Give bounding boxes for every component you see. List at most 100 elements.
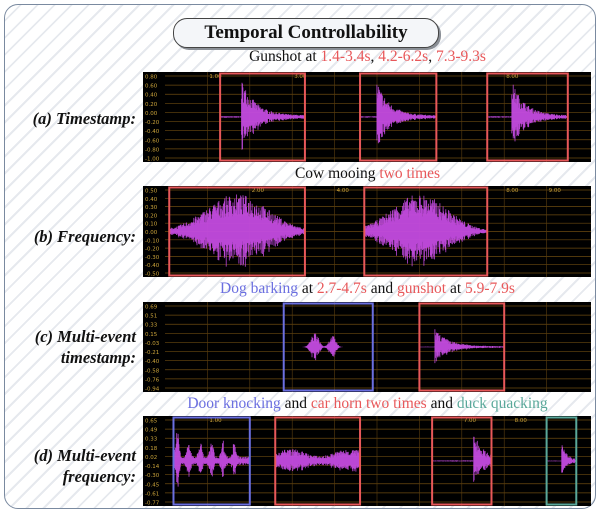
waveform-trace <box>363 195 488 267</box>
event-box <box>282 302 374 392</box>
y-tick-label: 0.50 <box>145 189 158 195</box>
caption-segment: , <box>370 48 379 65</box>
caption-segment: Cow mooing <box>294 165 380 182</box>
waveform-trace <box>359 84 437 144</box>
y-tick-label: -0.60 <box>145 138 160 144</box>
y-tick-label: -0.76 <box>145 377 160 383</box>
waveform-trace <box>302 333 343 361</box>
y-tick-label: 0.60 <box>145 84 158 90</box>
caption-segment: duck quacking <box>456 395 548 412</box>
waveform-trace <box>486 84 568 142</box>
caption-segment: two times <box>379 165 441 182</box>
y-tick-label: 0.51 <box>145 314 157 320</box>
x-tick-label: 2.00 <box>252 188 265 194</box>
event-box <box>418 302 506 392</box>
y-tick-label: 0.40 <box>145 197 158 203</box>
caption-segment: and <box>280 395 311 412</box>
caption-segment: and <box>426 395 457 412</box>
event-box <box>219 72 306 162</box>
row-b-label: (b) Frequency: <box>33 227 136 246</box>
y-tick-label: -0.50 <box>145 272 160 278</box>
y-tick-label: 0.18 <box>145 446 158 452</box>
waveform-trace <box>173 433 250 487</box>
waveform-panel-b: 0.50 0.40 0.30 0.20 0.10 0.00 -0.10 -0.20 -0.30 -… <box>143 186 591 277</box>
y-tick-label: -0.40 <box>145 263 160 269</box>
waveform-svg: 0.50 0.40 0.30 0.20 0.10 0.00 -0.10 -0.20 -0.30 -… <box>145 186 591 278</box>
x-tick-label: 1.00 <box>209 74 222 80</box>
x-tick-label: 8.00 <box>506 188 519 194</box>
caption-segment: 7.3-9.3s <box>435 48 486 65</box>
y-tick-label: 0.30 <box>145 205 158 211</box>
caption-segment: , <box>428 48 436 65</box>
figure-title: Temporal Controllability <box>173 18 439 48</box>
waveform-trace <box>168 194 305 267</box>
y-tick-label: 0.33 <box>145 437 158 443</box>
y-tick-label: 0.80 <box>145 75 158 81</box>
row-c-caption: Dog barking at 2.7-4.7s and gunshot at 5… <box>140 280 595 298</box>
caption-segment: Dog barking <box>220 280 298 297</box>
y-tick-label: -0.45 <box>145 482 160 488</box>
waveform-panel-d: 0.65 0.49 0.33 0.18 0.02 -0.14 -0.30 -0.45 -0.61… <box>143 416 591 506</box>
caption-segment: 2.7-4.7s <box>316 280 367 297</box>
y-tick-label: 0.33 <box>145 323 158 329</box>
row-c-label: (c) Multi-event timestamp: <box>34 327 136 367</box>
y-tick-label: 0.00 <box>145 230 158 236</box>
y-tick-label: 0.49 <box>145 428 158 434</box>
row-a-label: (a) Timestamp: <box>32 109 136 128</box>
caption-segment: 4.2-6.2s <box>378 48 429 65</box>
event-box <box>168 186 306 277</box>
x-tick-label: 7.00 <box>464 418 477 424</box>
y-tick-label: -0.14 <box>145 464 160 470</box>
waveform-svg: 0.65 0.49 0.33 0.18 0.02 -0.14 -0.30 -0.45 -0.61… <box>145 416 591 507</box>
y-tick-label: -0.40 <box>145 359 160 365</box>
y-tick-label: 0.65 <box>145 419 158 425</box>
x-tick-label: 1.00 <box>209 418 222 424</box>
waveform-trace <box>546 445 577 473</box>
y-tick-label: 0.20 <box>145 213 158 219</box>
caption-segment: car horn two times <box>310 395 427 412</box>
y-tick-label: -0.80 <box>145 147 160 153</box>
y-tick-label: -0.10 <box>145 238 160 244</box>
x-tick-label: 8.00 <box>506 74 519 80</box>
row-a-caption: Gunshot at 1.4-3.4s, 4.2-6.2s, 7.3-9.3s <box>140 48 595 66</box>
x-tick-label: 4.00 <box>337 188 350 194</box>
x-tick-label: 8.00 <box>515 418 528 424</box>
row-d-caption: Door knocking and car horn two times and… <box>140 395 595 413</box>
waveform-trace <box>274 449 360 472</box>
caption-segment: 5.9-7.9s <box>465 280 515 297</box>
y-tick-label: 0.00 <box>145 111 158 117</box>
event-box <box>363 186 489 277</box>
y-tick-label: -1.00 <box>145 157 160 163</box>
waveform-svg: 0.69 0.51 0.33 0.15 -0.03 -0.21 -0.40 -0.58 -0.7… <box>145 302 591 393</box>
x-tick-label: 3.00 <box>294 74 307 80</box>
y-tick-label: -0.03 <box>145 341 160 347</box>
event-box <box>545 416 578 506</box>
caption-segment: at <box>297 280 317 297</box>
caption-segment: Door knocking <box>187 395 281 412</box>
event-box <box>431 416 493 506</box>
y-tick-label: -0.58 <box>145 368 160 374</box>
caption-segment: and <box>366 280 397 297</box>
x-tick-label: 9.00 <box>549 188 562 194</box>
y-tick-label: -0.21 <box>145 350 159 356</box>
y-tick-label: 0.15 <box>145 332 158 338</box>
waveform-svg: 0.80 0.60 0.40 0.20 0.00 -0.20 -0.40 -0.60 -0.80… <box>145 72 591 163</box>
y-tick-label: -0.40 <box>145 129 160 135</box>
y-tick-label: 0.20 <box>145 102 158 108</box>
y-tick-label: -0.94 <box>145 387 160 393</box>
caption-segment: at <box>446 280 466 297</box>
event-box <box>359 72 438 162</box>
event-box <box>274 416 362 506</box>
y-tick-label: -0.77 <box>145 501 160 507</box>
caption-segment: Gunshot at <box>249 48 321 65</box>
y-tick-label: 0.02 <box>145 455 157 461</box>
y-tick-label: -0.30 <box>145 255 160 261</box>
waveform-panel-a: 0.80 0.60 0.40 0.20 0.00 -0.20 -0.40 -0.60 -0.80… <box>143 72 591 162</box>
caption-segment: gunshot <box>396 280 447 297</box>
waveform-panel-c: 0.69 0.51 0.33 0.15 -0.03 -0.21 -0.40 -0.58 -0.7… <box>143 302 591 392</box>
y-tick-label: 0.40 <box>145 93 158 99</box>
y-tick-label: -0.20 <box>145 120 160 126</box>
y-tick-label: -0.20 <box>145 247 160 253</box>
event-box <box>486 72 569 162</box>
y-tick-label: 0.10 <box>145 222 158 228</box>
